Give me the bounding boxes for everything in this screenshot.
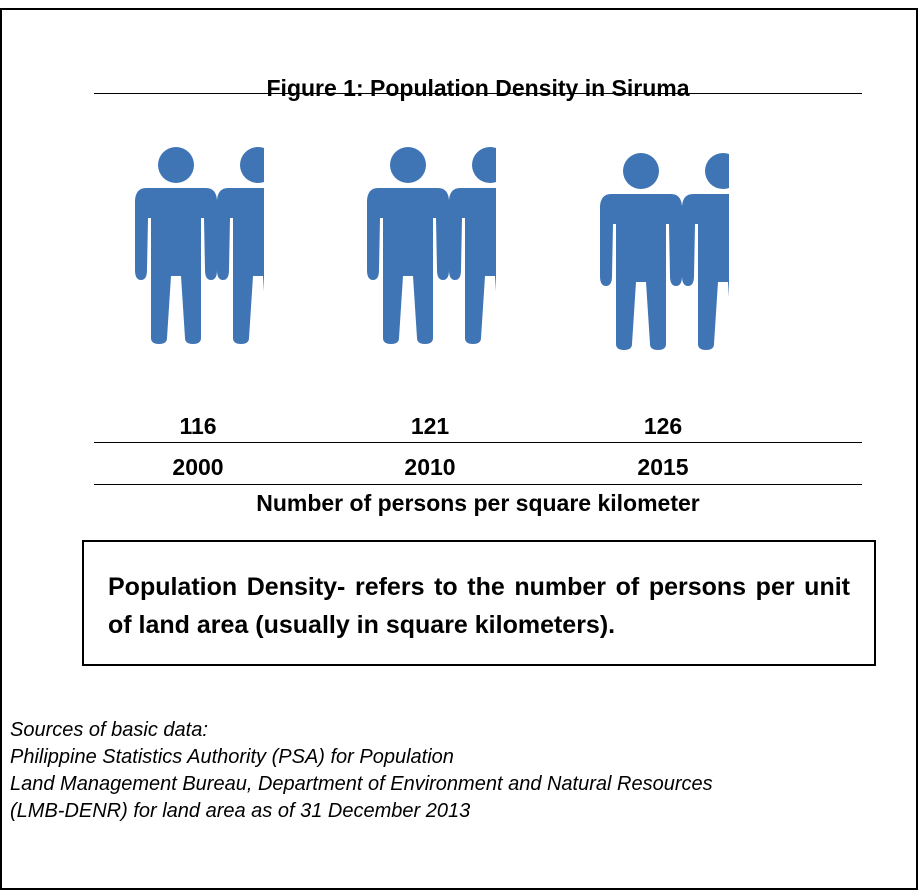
person-icon <box>217 147 264 344</box>
person-icon <box>367 147 449 344</box>
person-icon <box>682 153 729 350</box>
source-line: (LMB-DENR) for land area as of 31 Decemb… <box>10 800 471 822</box>
person-icon <box>449 147 496 344</box>
sources-block: Sources of basic data: Philippine Statis… <box>10 717 713 825</box>
person-icon <box>135 147 217 344</box>
year-rule <box>94 484 862 485</box>
title-rule <box>94 93 862 94</box>
source-line: Philippine Statistics Authority (PSA) fo… <box>10 746 454 768</box>
value-label: 126 <box>643 413 683 439</box>
value-label: 116 <box>179 413 217 439</box>
person-icon <box>600 153 682 350</box>
value-label: 121 <box>410 413 450 439</box>
year-label: 2015 <box>637 454 689 480</box>
year-label: 2000 <box>172 454 224 480</box>
source-line: Land Management Bureau, Department of En… <box>10 773 713 795</box>
definition-text: Population Density- refers to the number… <box>108 573 850 639</box>
year-label: 2010 <box>404 454 456 480</box>
definition-box: Population Density- refers to the number… <box>82 540 876 666</box>
sources-heading: Sources of basic data: <box>10 719 208 741</box>
chart-caption: Number of persons per square kilometer <box>256 490 700 516</box>
figure-title: Figure 1: Population Density in Siruma <box>266 75 690 101</box>
figure-frame <box>0 8 918 890</box>
value-rule <box>94 442 862 443</box>
